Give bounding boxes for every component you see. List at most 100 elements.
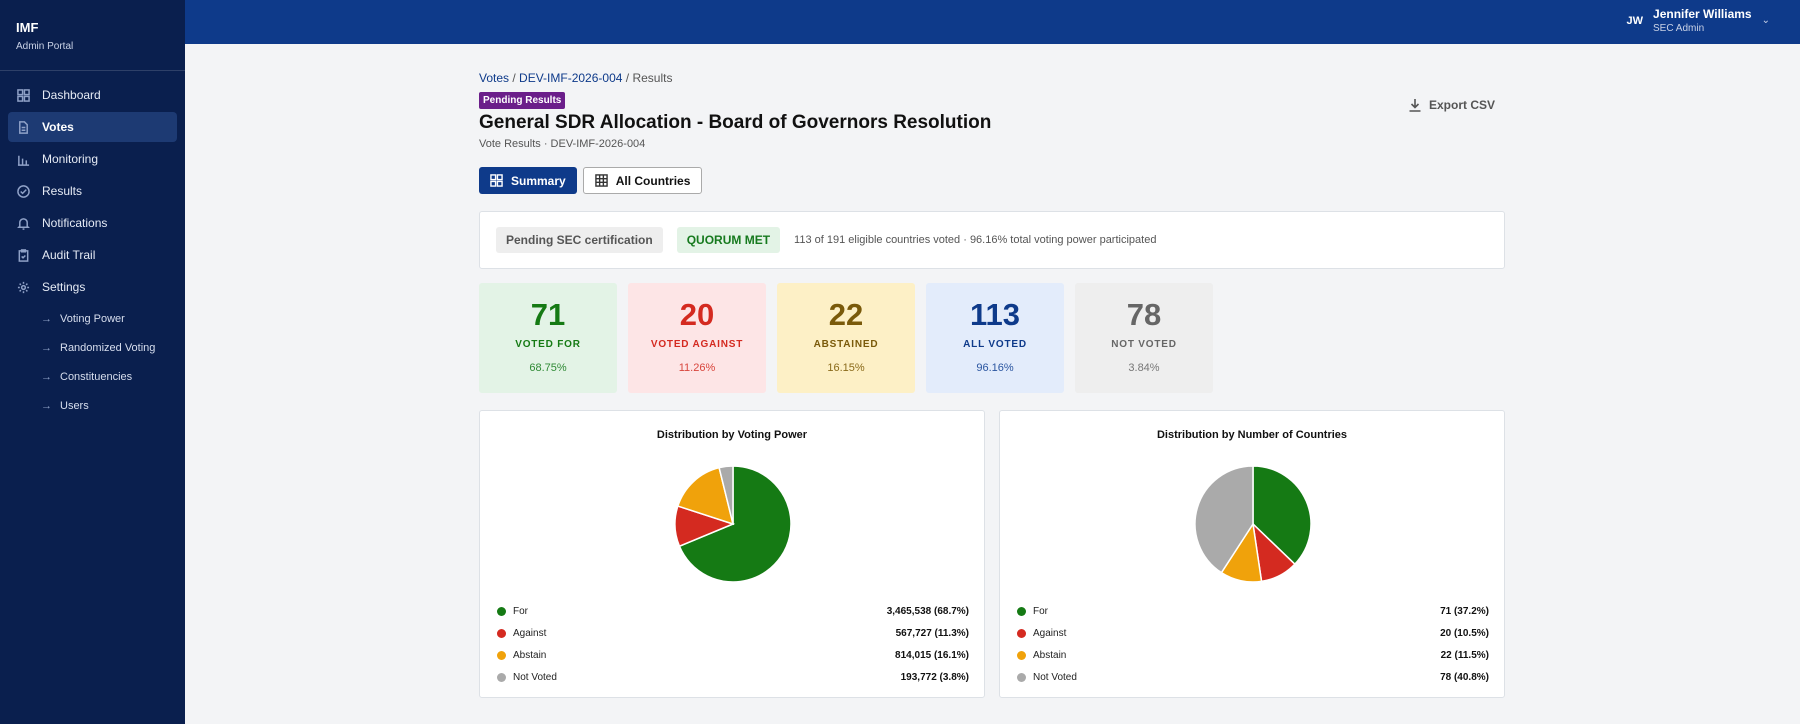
legend-value: 71 (37.2%) xyxy=(1440,605,1489,617)
sidebar-item-label: Settings xyxy=(42,280,86,294)
chart-legend: For 71 (37.2%) Against 20 (10.5%) Abstain 2… xyxy=(1017,600,1489,688)
sidebar-item-settings[interactable]: Settings xyxy=(8,272,177,302)
stat-card-voted-for: 71 VOTED FOR 68.75% xyxy=(479,283,617,393)
tab-label: Summary xyxy=(511,173,566,188)
pie-slice-abstain xyxy=(676,466,735,526)
sidebar-item-label: Results xyxy=(42,184,83,198)
grid-icon xyxy=(490,174,503,187)
sidebar-item-label: Dashboard xyxy=(42,88,101,102)
tab-summary[interactable]: Summary xyxy=(479,167,577,194)
arrow-right-icon: → xyxy=(41,370,52,383)
sidebar-subitem-constituencies[interactable]: → Constituencies xyxy=(0,362,185,391)
arrow-right-icon: → xyxy=(41,312,52,325)
breadcrumb-separator: / xyxy=(509,71,520,85)
tab-all-countries[interactable]: All Countries xyxy=(582,167,703,194)
user-name: Jennifer Williams xyxy=(1653,7,1752,21)
export-csv-button[interactable]: Export CSV xyxy=(1408,98,1495,112)
export-csv-label: Export CSV xyxy=(1428,98,1495,112)
status-badge: Pending Results xyxy=(479,92,566,109)
sidebar-item-notifications[interactable]: Notifications xyxy=(8,208,177,238)
breadcrumb-separator: / xyxy=(622,71,633,85)
sidebar-nav: Dashboard Votes Monitoring Results Notif… xyxy=(0,71,185,420)
download-icon xyxy=(1409,99,1421,112)
arrow-right-icon: → xyxy=(41,341,52,354)
bell-icon xyxy=(17,217,30,230)
breadcrumb-votes-link[interactable]: Votes xyxy=(479,71,510,85)
stat-card-all-voted: 113 ALL VOTED 96.16% xyxy=(926,283,1064,393)
sidebar-subitem-users[interactable]: → Users xyxy=(0,391,185,420)
sidebar-subitem-randomized-voting[interactable]: → Randomized Voting xyxy=(0,333,185,362)
gear-icon xyxy=(17,281,30,294)
breadcrumb: Votes / DEV-IMF-2026-004 / Results xyxy=(479,71,1505,85)
avatar: JW xyxy=(1626,14,1644,27)
chart-card-countries: Distribution by Number of Countries For 7… xyxy=(999,410,1505,698)
legend-label: Abstain xyxy=(513,649,547,661)
stat-label: NOT VOTED xyxy=(1111,339,1177,350)
sidebar-item-label: Notifications xyxy=(42,216,108,230)
stat-value: 20 xyxy=(679,297,715,332)
chart-legend: For 3,465,538 (68.7%) Against 567,727 (11.… xyxy=(497,600,969,688)
legend-label: For xyxy=(513,605,528,617)
sidebar-subitem-label: Constituencies xyxy=(60,370,133,383)
sidebar-item-dashboard[interactable]: Dashboard xyxy=(8,80,177,110)
top-bar: JW Jennifer Williams SEC Admin ⌄ xyxy=(185,0,1800,44)
view-tabs: Summary All Countries xyxy=(479,167,1505,194)
stat-value: 78 xyxy=(1126,297,1162,332)
sidebar: IMF Admin Portal Dashboard Votes Monitor… xyxy=(0,0,185,724)
sidebar-item-label: Monitoring xyxy=(42,152,99,166)
page-title: General SDR Allocation - Board of Govern… xyxy=(479,112,992,133)
chevron-down-icon: ⌄ xyxy=(1761,15,1770,26)
tab-label: All Countries xyxy=(615,173,691,188)
stat-label: ABSTAINED xyxy=(813,339,879,350)
pie-slice-not-voted xyxy=(718,465,734,525)
sidebar-item-audit-trail[interactable]: Audit Trail xyxy=(8,240,177,270)
legend-value: 78 (40.8%) xyxy=(1440,671,1489,683)
legend-label: Not Voted xyxy=(1033,671,1077,683)
stat-percent: 11.26% xyxy=(678,362,716,374)
stat-card-voted-against: 20 VOTED AGAINST 11.26% xyxy=(628,283,766,393)
sidebar-item-monitoring[interactable]: Monitoring xyxy=(8,144,177,174)
legend-swatch xyxy=(1017,650,1026,660)
stat-value: 113 xyxy=(969,297,1020,332)
document-icon xyxy=(17,120,30,134)
legend-label: For xyxy=(1033,605,1048,617)
stat-card-not-voted: 78 NOT VOTED 3.84% xyxy=(1075,283,1213,393)
stat-label: VOTED AGAINST xyxy=(650,339,744,350)
legend-row-not-voted: Not Voted 193,772 (3.8%) xyxy=(497,666,969,688)
legend-swatch xyxy=(1017,628,1026,638)
sidebar-subitem-voting-power[interactable]: → Voting Power xyxy=(0,304,185,333)
stat-value: 71 xyxy=(530,297,566,332)
legend-label: Against xyxy=(1033,627,1067,639)
legend-label: Against xyxy=(513,627,547,639)
legend-value: 22 (11.5%) xyxy=(1440,649,1489,661)
pie-slice-for xyxy=(1252,465,1312,566)
stat-percent: 3.84% xyxy=(1128,362,1160,374)
stat-label: VOTED FOR xyxy=(515,339,581,350)
legend-label: Abstain xyxy=(1033,649,1067,661)
legend-swatch xyxy=(497,606,506,616)
page-subtitle: Vote Results · DEV-IMF-2026-004 xyxy=(479,138,646,150)
stat-value: 22 xyxy=(828,297,864,332)
bar-chart-icon xyxy=(17,153,30,166)
sidebar-item-votes[interactable]: Votes xyxy=(8,112,177,142)
sidebar-item-results[interactable]: Results xyxy=(8,176,177,206)
user-menu[interactable]: JW Jennifer Williams SEC Admin ⌄ xyxy=(1627,7,1770,34)
legend-value: 193,772 (3.8%) xyxy=(900,671,969,683)
stat-percent: 16.15% xyxy=(827,362,865,374)
sidebar-subitem-label: Users xyxy=(60,399,89,412)
legend-row-against: Against 20 (10.5%) xyxy=(1017,622,1489,644)
legend-swatch xyxy=(497,650,506,660)
breadcrumb-vote-link[interactable]: DEV-IMF-2026-004 xyxy=(519,71,623,85)
clipboard-icon xyxy=(17,248,30,262)
legend-value: 814,015 (16.1%) xyxy=(895,649,969,661)
stat-percent: 96.16% xyxy=(976,362,1014,374)
quorum-badge: QUORUM MET xyxy=(676,227,781,253)
pie-chart-voting-power xyxy=(674,465,792,583)
legend-value: 567,727 (11.3%) xyxy=(895,627,969,639)
stat-percent: 68.75% xyxy=(529,362,567,374)
stat-cards: 71 VOTED FOR 68.75% 20 VOTED AGAINST 11.… xyxy=(479,283,1505,393)
arrow-right-icon: → xyxy=(41,399,52,412)
sidebar-item-label: Votes xyxy=(42,120,74,134)
status-bar: Pending SEC certification QUORUM MET 113… xyxy=(479,211,1505,269)
legend-label: Not Voted xyxy=(513,671,557,683)
